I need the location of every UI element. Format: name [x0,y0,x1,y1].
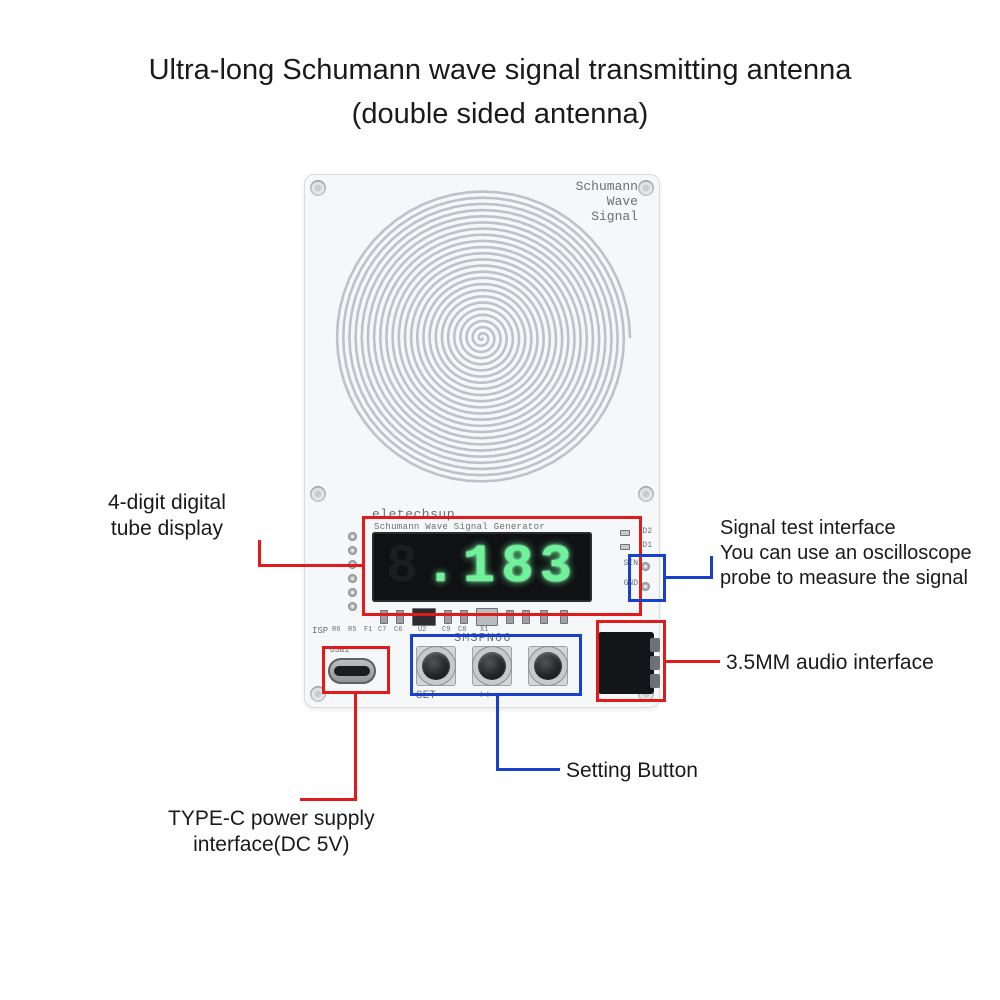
leader-line [710,556,713,579]
leader-line [496,696,499,768]
callout-label-buttons: Setting Button [566,758,698,784]
page-title: Ultra-long Schumann wave signal transmit… [0,54,1000,87]
leader-line [258,540,261,567]
mount-hole [310,486,326,502]
callout-box-jack [596,620,666,702]
header-pad [348,588,357,597]
refdes: C6 [394,626,402,634]
callout-label-display: 4-digit digital tube display [108,490,226,543]
refdes: D1 [642,541,652,550]
header-pad [348,546,357,555]
refdes: C7 [378,626,386,634]
callout-box-buttons [410,634,582,696]
refdes: U2 [418,626,426,634]
callout-label-jack: 3.5MM audio interface [726,650,934,676]
leader-line [666,660,720,663]
isp-silk: ISP [312,626,328,636]
callout-label-usb: TYPE-C power supply interface(DC 5V) [168,806,375,859]
leader-line [666,576,710,579]
leader-line [496,768,560,771]
refdes: R5 [348,626,356,634]
refdes: F1 [364,626,372,634]
callout-box-display [362,516,642,616]
mount-hole [638,180,654,196]
refdes: R6 [332,626,340,634]
refdes: C9 [442,626,450,634]
callout-box-testpins [628,554,666,602]
spiral-antenna [332,188,632,488]
callout-box-usb [322,646,390,694]
header-pad [348,532,357,541]
leader-line [258,564,362,567]
header-pad [348,602,357,611]
header-pad [348,574,357,583]
leader-line [300,798,357,801]
callout-label-testpins: Signal test interface You can use an osc… [720,516,972,591]
leader-line [354,694,357,798]
page-subtitle: (double sided antenna) [0,98,1000,131]
mount-hole [310,180,326,196]
refdes: D2 [642,527,652,536]
mount-hole [638,486,654,502]
